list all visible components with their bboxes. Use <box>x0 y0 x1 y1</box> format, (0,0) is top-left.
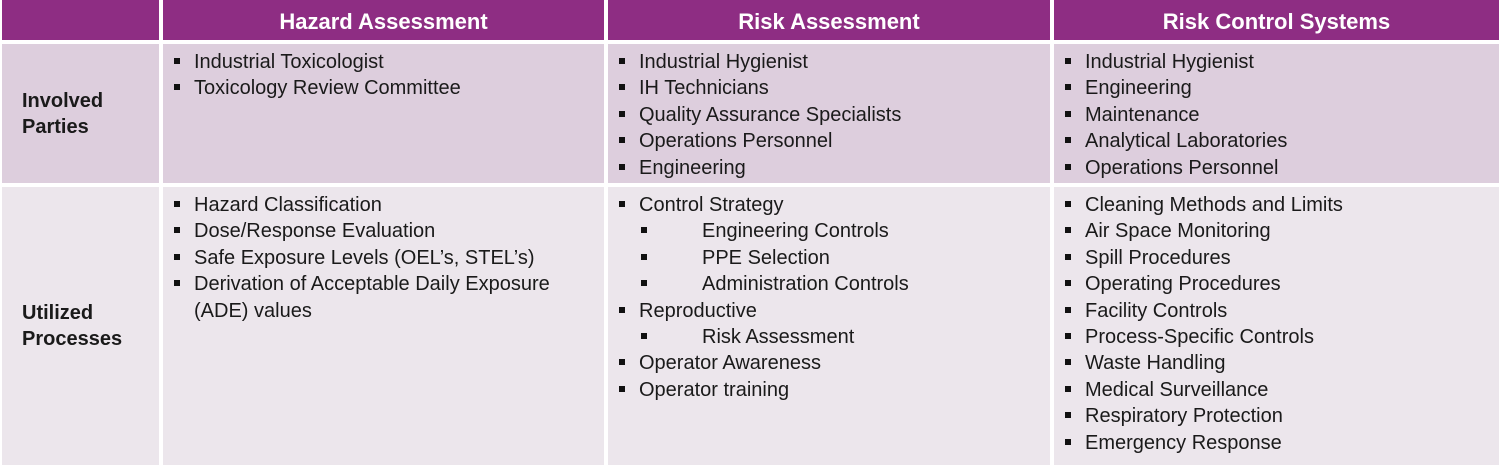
header-corner <box>2 0 159 40</box>
cell-involved-risk: Industrial Hygienist IH Technicians Qualit… <box>608 44 1050 183</box>
sub-bullet-item: Risk Assessment <box>608 324 1050 350</box>
bullet-item: Air Space Monitoring <box>1054 218 1499 244</box>
row-label-line: Utilized <box>22 302 94 324</box>
header-risk-control-systems: Risk Control Systems <box>1054 0 1499 40</box>
row-label-line: Processes <box>22 328 123 350</box>
cell-involved-control: Industrial Hygienist Engineering Maintenan… <box>1054 44 1499 183</box>
bullet-item: Maintenance <box>1054 102 1499 128</box>
bullet-item: Operations Personnel <box>1054 155 1499 181</box>
bullet-item: IH Technicians <box>608 75 1050 101</box>
row-label-involved-parties: Involved Parties <box>2 44 159 183</box>
sub-bullet-item: Administration Controls <box>608 271 1050 297</box>
bullet-item: Operations Personnel <box>608 128 1050 154</box>
sub-bullet-item: Engineering Controls <box>608 218 1050 244</box>
header-risk-assessment: Risk Assessment <box>608 0 1050 40</box>
bullet-item: Derivation of Acceptable Daily Exposure … <box>163 271 604 324</box>
row-label-utilized-processes: Utilized Processes <box>2 187 159 465</box>
bullet-item: Cleaning Methods and Limits <box>1054 192 1499 218</box>
bullet-item: Operating Procedures <box>1054 271 1499 297</box>
cell-involved-hazard: Industrial Toxicologist Toxicology Review… <box>163 44 604 183</box>
bullet-item: Respiratory Protection <box>1054 403 1499 429</box>
bullet-item: Spill Procedures <box>1054 245 1499 271</box>
bullet-item: Toxicology Review Committee <box>163 75 604 101</box>
cell-processes-hazard: Hazard Classification Dose/Response Evalu… <box>163 187 604 465</box>
cell-processes-risk: Control Strategy Engineering Controls PPE … <box>608 187 1050 465</box>
bullet-item: Medical Surveillance <box>1054 377 1499 403</box>
bullet-item: Analytical Laboratories <box>1054 128 1499 154</box>
bullet-item: Hazard Classification <box>163 192 604 218</box>
row-label-line: Parties <box>22 115 89 138</box>
bullet-item: Waste Handling <box>1054 350 1499 376</box>
bullet-item: Control Strategy <box>608 192 1050 218</box>
row-label-line: Involved <box>22 89 104 112</box>
bullet-item: Industrial Hygienist <box>1054 49 1499 75</box>
bullet-item: Reproductive <box>608 298 1050 324</box>
bullet-item: Facility Controls <box>1054 298 1499 324</box>
header-hazard-assessment: Hazard Assessment <box>163 0 604 40</box>
sub-bullet-item: PPE Selection <box>608 245 1050 271</box>
cell-processes-control: Cleaning Methods and Limits Air Space Mon… <box>1054 187 1499 465</box>
bullet-item: Operator training <box>608 377 1050 403</box>
bullet-item: Emergency Response <box>1054 430 1499 456</box>
bullet-item: Process-Specific Controls <box>1054 324 1499 350</box>
bullet-item: Engineering <box>608 155 1050 181</box>
bullet-item: Industrial Hygienist <box>608 49 1050 75</box>
bullet-item: Engineering <box>1054 75 1499 101</box>
bullet-item: Operator Awareness <box>608 350 1050 376</box>
bullet-item: Quality Assurance Specialists <box>608 102 1050 128</box>
bullet-item: Dose/Response Evaluation <box>163 218 604 244</box>
bullet-item: Safe Exposure Levels (OEL’s, STEL’s) <box>163 245 604 271</box>
bullet-item: Industrial Toxicologist <box>163 49 604 75</box>
